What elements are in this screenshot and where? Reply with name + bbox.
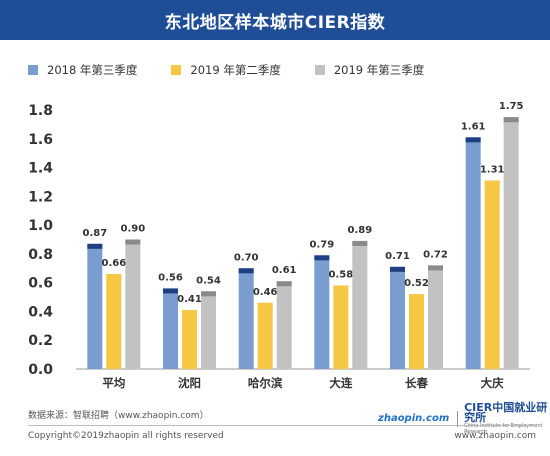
bar-cap-0-5: [465, 137, 481, 143]
x-tick-label-1: 沈阳: [178, 376, 201, 390]
bar-1-2: [257, 302, 273, 369]
bar-0-2: [238, 268, 254, 369]
bar-2-2: [276, 281, 292, 369]
y-tick-label-9: 1.8: [28, 103, 53, 119]
x-tick-label-5: 大庆: [481, 376, 504, 390]
y-tick-label-5: 1.0: [28, 218, 53, 234]
bar-2-1: [201, 291, 216, 369]
bar-cap-0-0: [87, 243, 103, 249]
logos: zhaopin.com CIER中国就业研究所 China Institute …: [378, 401, 550, 435]
y-tick-label-2: 0.4: [28, 304, 53, 320]
x-tick-label-0: 平均: [102, 376, 125, 390]
cier-logo-text: CIER中国就业研究所: [464, 401, 548, 424]
x-tick-label-3: 大连: [329, 376, 352, 390]
bar-1-1: [182, 310, 197, 369]
bar-cap-2-3: [352, 240, 368, 246]
bar-cap-2-4: [428, 265, 443, 271]
bar-cap-2-0: [125, 239, 141, 245]
footer-divider: [28, 425, 534, 426]
bar-0-3: [314, 255, 330, 369]
data-label-2-3: 0.89: [347, 225, 372, 236]
data-label-2-4: 0.72: [423, 249, 448, 260]
bar-cap-1-0: [106, 274, 122, 280]
y-tick-label-0: 0.0: [28, 362, 53, 378]
legend-swatch-2019-q3: [314, 65, 325, 75]
data-label-1-4: 0.52: [404, 278, 429, 289]
bar-cap-1-3: [333, 285, 349, 291]
legend-item-2019-q2: 2019 年第二季度: [171, 62, 281, 78]
y-tick-label-7: 1.4: [28, 161, 53, 177]
bar-0-4: [390, 266, 405, 369]
bar-0-0: [87, 243, 103, 369]
data-label-1-3: 0.58: [328, 270, 353, 281]
y-tick-label-3: 0.6: [28, 276, 53, 292]
y-tick-label-8: 1.6: [28, 132, 53, 148]
bar-cap-2-5: [503, 117, 519, 123]
data-label-1-5: 1.31: [480, 165, 505, 176]
legend-item-2019-q3: 2019 年第三季度: [314, 62, 425, 78]
bar-cap-0-3: [314, 255, 330, 261]
bar-cap-1-1: [182, 310, 197, 316]
bar-2-5: [503, 117, 519, 369]
data-label-0-4: 0.71: [385, 251, 410, 262]
legend-swatch-2018-q3: [28, 65, 38, 75]
cier-logo-subtext: China Institute for Employment Research: [464, 423, 543, 435]
cier-logo: CIER中国就业研究所 China Institute for Employme…: [464, 401, 550, 435]
data-label-2-2: 0.61: [272, 265, 297, 276]
bar-1-3: [333, 285, 349, 369]
copyright: Copyright©2019zhaopin all rights reserve…: [28, 431, 224, 441]
bar-2-3: [352, 240, 368, 369]
data-label-0-2: 0.70: [234, 252, 259, 263]
data-label-0-1: 0.56: [158, 272, 183, 283]
x-tick-label-2: 哈尔滨: [248, 376, 283, 390]
data-label-2-1: 0.54: [196, 275, 221, 286]
bar-2-0: [125, 239, 141, 369]
data-label-0-3: 0.79: [309, 239, 334, 250]
chart-title: 东北地区样本城市CIER指数: [164, 12, 386, 33]
bar-cap-0-1: [163, 288, 178, 294]
x-tick-label-4: 长春: [405, 376, 428, 390]
y-tick-label-1: 0.2: [28, 333, 53, 349]
y-tick-label-4: 0.8: [28, 247, 53, 263]
data-label-1-1: 0.41: [177, 294, 202, 305]
bar-chart: 0.0 0.2 0.4 0.6 0.8 1.0 1.2 1.4 1.6 1.8 0.87 0.66 0.…: [28, 101, 530, 390]
bar-cap-2-2: [276, 281, 292, 287]
data-label-2-0: 0.90: [120, 224, 145, 235]
legend-label-2019-q3: 2019 年第三季度: [333, 63, 425, 77]
legend-swatch-2019-q2: [171, 65, 182, 75]
data-label-0-5: 1.61: [461, 121, 486, 132]
legend-item-2018-q3: 2018 年第三季度: [28, 62, 137, 78]
zhaopin-logo: zhaopin.com: [378, 413, 450, 424]
legend: 2018 年第三季度 2019 年第二季度 2019 年第三季度: [28, 62, 458, 78]
bar-0-5: [465, 137, 481, 369]
logo-divider: [457, 411, 459, 427]
chart-title-bar: 东北地区样本城市CIER指数: [0, 0, 550, 40]
legend-label-2018-q3: 2018 年第三季度: [47, 63, 138, 77]
bar-0-1: [163, 288, 178, 369]
y-tick-label-6: 1.2: [28, 189, 53, 205]
bar-cap-0-4: [390, 266, 405, 272]
data-label-1-2: 0.46: [253, 287, 278, 298]
legend-label-2019-q2: 2019 年第二季度: [190, 63, 281, 77]
data-source: 数据来源：智联招聘（www.zhaopin.com）: [28, 411, 209, 421]
bar-cap-2-1: [201, 291, 216, 297]
bar-1-0: [106, 274, 122, 369]
bar-cap-1-2: [257, 302, 273, 308]
data-label-1-0: 0.66: [101, 258, 126, 269]
footer-url: www.zhaopin.com: [454, 431, 536, 441]
bar-1-4: [409, 294, 424, 369]
bar-cap-1-5: [484, 180, 500, 186]
bar-2-4: [428, 265, 443, 369]
bar-cap-1-4: [409, 294, 424, 300]
bar-cap-0-2: [238, 268, 254, 274]
data-label-0-0: 0.87: [82, 228, 107, 239]
bar-1-5: [484, 180, 500, 369]
data-label-2-5: 1.75: [499, 101, 524, 112]
